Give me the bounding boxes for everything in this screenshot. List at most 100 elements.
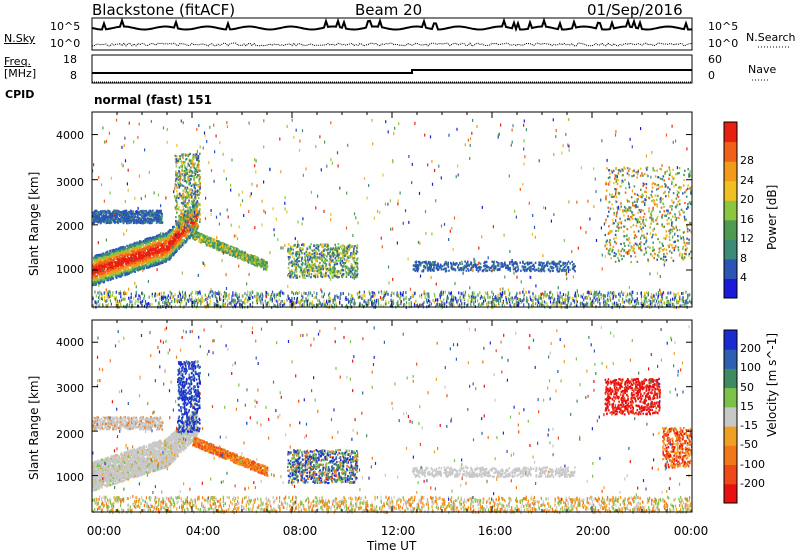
data-cell	[140, 260, 142, 263]
data-cell	[233, 250, 235, 253]
data-cell	[126, 264, 129, 267]
data-cell	[174, 180, 177, 183]
data-cell	[161, 215, 163, 218]
freq-label: Freq.	[4, 55, 32, 68]
data-cell	[134, 270, 136, 273]
data-cell	[287, 243, 290, 246]
data-cell	[92, 273, 95, 276]
data-cell	[107, 266, 109, 269]
data-cell	[340, 264, 342, 267]
data-cell	[173, 249, 175, 252]
power-ytick-4000: 4000	[56, 129, 84, 142]
data-cell	[149, 236, 151, 239]
data-cell	[159, 252, 162, 255]
data-cell	[176, 211, 178, 214]
data-cell	[92, 282, 94, 285]
data-cell	[130, 217, 133, 220]
data-cell	[168, 245, 171, 248]
data-cell	[98, 253, 101, 257]
data-cell	[191, 211, 193, 215]
data-cell	[257, 258, 259, 261]
data-cell	[172, 229, 175, 233]
data-cell	[169, 238, 172, 241]
data-cell	[132, 221, 135, 225]
data-cell	[151, 212, 154, 215]
data-cell	[179, 244, 181, 247]
data-cell	[145, 258, 148, 261]
data-cell	[141, 251, 143, 254]
data-cell	[174, 242, 177, 245]
data-cell	[194, 236, 196, 239]
data-cell	[122, 212, 124, 215]
power-colorbar-tick: 20	[740, 193, 754, 207]
data-cell	[154, 241, 156, 244]
data-cell	[185, 158, 188, 161]
data-cell	[202, 240, 205, 243]
data-cell	[158, 260, 160, 263]
beam-title: Beam 20	[355, 1, 423, 19]
data-cell	[147, 266, 150, 269]
data-cell	[236, 252, 238, 255]
data-cell	[135, 260, 137, 263]
data-cell	[334, 269, 337, 273]
data-cell	[193, 154, 195, 158]
data-cell	[143, 261, 145, 264]
data-cell	[147, 241, 150, 244]
data-cell	[167, 246, 170, 249]
data-cell	[179, 195, 181, 198]
data-cell	[189, 229, 192, 232]
nsky-label: N.Sky	[4, 32, 36, 45]
data-cell	[158, 251, 160, 254]
data-cell	[133, 241, 136, 244]
velocity-colorbar-tick: 15	[740, 399, 754, 413]
data-cell	[183, 203, 186, 206]
data-cell	[309, 255, 312, 258]
data-cell	[165, 253, 167, 256]
data-cell	[178, 247, 180, 250]
data-cell	[121, 272, 124, 275]
data-cell	[99, 258, 101, 261]
data-cell	[140, 263, 143, 266]
data-cell	[167, 257, 170, 261]
data-cell	[110, 221, 113, 224]
data-cell	[118, 262, 120, 265]
data-cell	[161, 239, 163, 242]
cpid-value: normal (fast) 151	[94, 93, 212, 107]
data-cell	[155, 262, 157, 265]
data-cell	[142, 240, 145, 243]
data-cell	[172, 253, 175, 256]
data-cell	[175, 158, 178, 161]
data-cell	[191, 225, 193, 228]
data-cell	[117, 264, 120, 267]
data-cell	[177, 231, 180, 234]
data-cell	[116, 269, 118, 272]
data-cell	[149, 241, 151, 244]
data-cell	[151, 213, 154, 217]
data-cell	[159, 255, 162, 258]
velocity-ytick-3000: 3000	[56, 382, 84, 395]
data-cell	[319, 269, 322, 273]
data-cell	[131, 250, 133, 253]
data-cell	[183, 169, 186, 172]
data-cell	[198, 168, 200, 171]
data-cell	[139, 261, 141, 265]
data-cell	[309, 245, 311, 248]
data-cell	[348, 260, 350, 263]
data-cell	[122, 261, 125, 264]
data-cell	[306, 274, 308, 277]
data-cell	[130, 220, 133, 223]
data-cell	[340, 257, 342, 260]
data-cell	[175, 220, 177, 223]
xtick-1: 04:00	[185, 524, 221, 538]
data-cell	[106, 256, 109, 260]
data-cell	[244, 258, 246, 261]
data-cell	[176, 231, 178, 234]
data-cell	[185, 235, 187, 238]
data-cell	[107, 263, 109, 266]
data-cell	[190, 193, 192, 196]
data-cell	[126, 247, 129, 250]
data-cell	[319, 252, 321, 255]
data-cell	[189, 152, 191, 155]
data-cell	[142, 210, 145, 213]
data-cell	[148, 262, 150, 265]
